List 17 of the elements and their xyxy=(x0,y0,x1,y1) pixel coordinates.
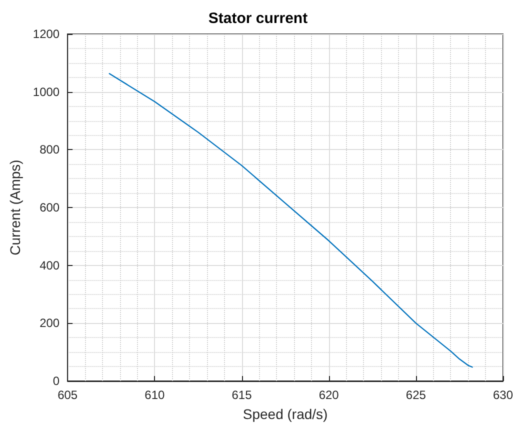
x-tick-label: 615 xyxy=(232,388,252,402)
y-tick-label: 600 xyxy=(40,200,60,214)
x-axis-title: Speed (rad/s) xyxy=(242,406,328,422)
line-series xyxy=(108,73,473,368)
y-tick-label: 0 xyxy=(52,374,60,388)
chart-title: Stator current xyxy=(208,10,308,27)
y-tick-label: 1000 xyxy=(32,84,60,99)
y-tick-label: 200 xyxy=(40,316,60,330)
y-tick-label: 800 xyxy=(40,142,60,157)
x-tick-label: 625 xyxy=(406,388,426,402)
x-tick-label: 630 xyxy=(492,388,514,402)
y-tick-label: 400 xyxy=(40,258,60,272)
y-axis-title: Current (Amps) xyxy=(7,160,23,256)
y-tick-label: 1200 xyxy=(32,27,60,41)
x-tick-label: 610 xyxy=(144,388,166,402)
x-tick-label: 620 xyxy=(318,388,340,402)
x-tick-label: 605 xyxy=(58,388,78,402)
